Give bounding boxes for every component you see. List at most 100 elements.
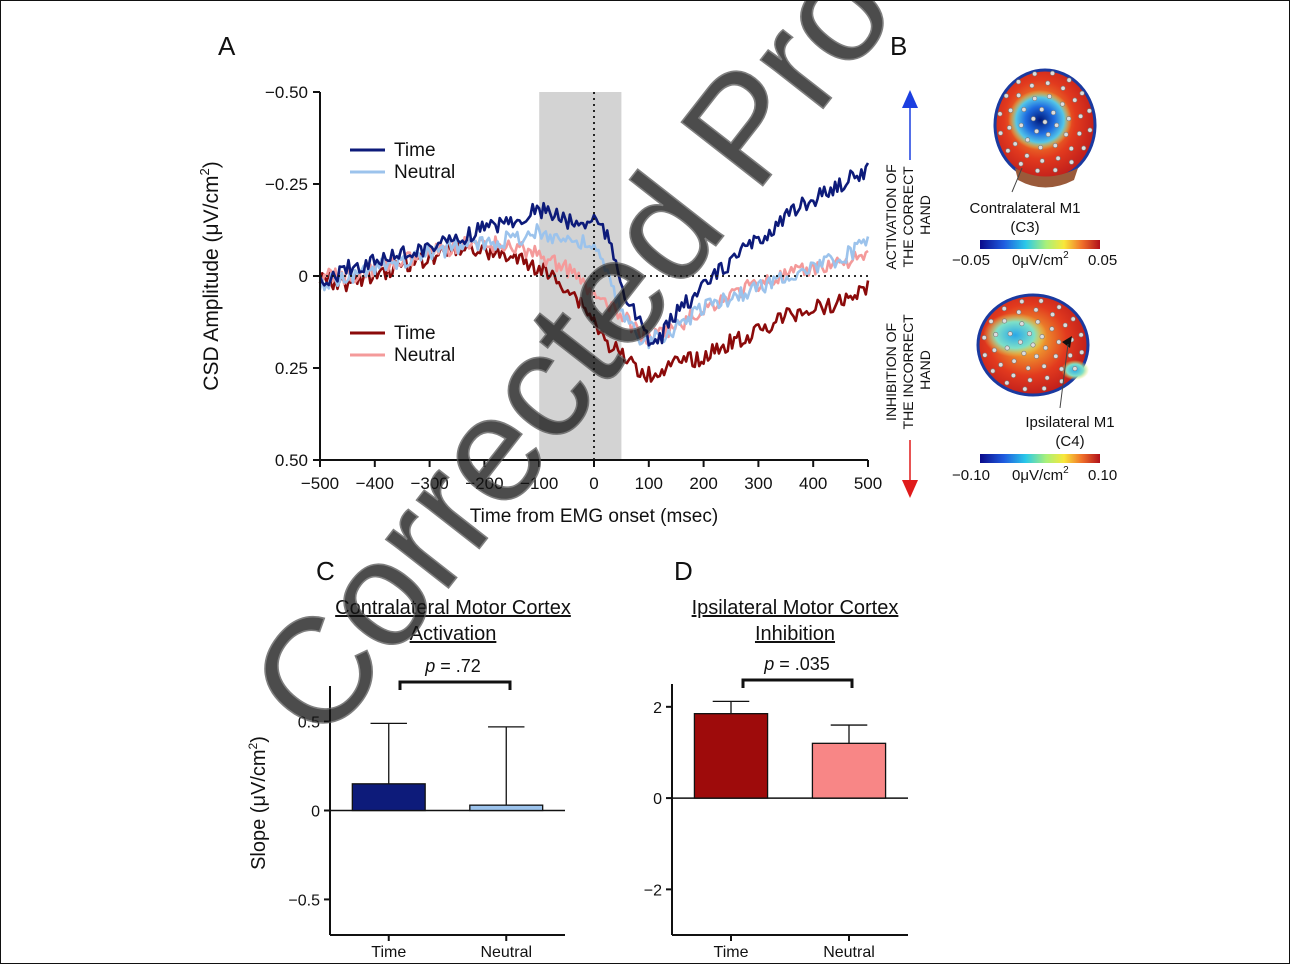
- electrode-dot: [1021, 107, 1027, 113]
- series-line-time-0: [318, 162, 870, 347]
- axes-ticks: −500 −400 −300 −200 −100 0 100 200 300 400 500 −0.5…: [265, 83, 882, 493]
- colorbar-unit: 0μV/cm2: [1012, 250, 1069, 269]
- p-value-rest: = .035: [774, 654, 830, 674]
- panel-d-bar-chart: Ipsilateral Motor Cortex Inhibition p = …: [644, 597, 908, 961]
- scalp-blue-region: [1008, 90, 1072, 150]
- callout-line: [1011, 167, 1023, 193]
- electrode-dot: [1054, 122, 1060, 128]
- electrode-dot: [1050, 110, 1056, 116]
- p-value-italic: p: [424, 656, 435, 676]
- colorbar-unit-sup: 2: [1063, 250, 1069, 261]
- electrode-dot: [1018, 122, 1024, 128]
- panel-b-topography: Contralateral M1 (C3) −0.05 0μV/cm2 0.05…: [952, 68, 1117, 484]
- callout-arrowhead: [1062, 336, 1072, 348]
- y-axis-label-sup: 2: [197, 168, 212, 175]
- electrode-dot: [1035, 168, 1041, 174]
- colorbar-contralateral: [980, 240, 1100, 249]
- arrow-up-head: [902, 90, 918, 108]
- electrode-dot: [991, 347, 997, 353]
- y-tick-label: −0.5: [288, 892, 320, 909]
- panel-a-line-chart: −500 −400 −300 −200 −100 0 100 200 300 400 500 −0.5…: [197, 83, 933, 527]
- electrode-dot: [1016, 309, 1022, 315]
- side-label-line: ACTIVATION OF: [883, 164, 899, 269]
- arrow-down-head: [902, 480, 918, 498]
- colorbar-min: −0.05: [952, 252, 990, 269]
- electrode-dot: [1033, 307, 1039, 313]
- x-tick-label: −200: [465, 474, 503, 493]
- bar-neutral: [469, 804, 544, 812]
- electrode-dot: [1059, 101, 1065, 107]
- chart-title-line2: Activation: [410, 623, 497, 645]
- x-tick-label: Time: [714, 944, 749, 961]
- side-label-line: THE INCORRECT: [900, 314, 916, 430]
- p-value-label: p = .035: [763, 654, 830, 674]
- p-value-italic: p: [763, 654, 774, 674]
- side-label-inhibition: INHIBITION OF THE INCORRECT HAND: [883, 311, 933, 430]
- electrode-dot: [1062, 322, 1068, 328]
- electrode-dot: [1050, 312, 1056, 318]
- map-label-contralateral: Contralateral M1: [970, 200, 1081, 217]
- legend-bottom: Time Neutral: [350, 323, 455, 366]
- electrode-dot: [1006, 125, 1012, 131]
- electrode-dot: [1034, 128, 1040, 134]
- electrode-dot: [1025, 365, 1031, 371]
- electrode-dot: [1044, 375, 1050, 381]
- electrode-dot: [1022, 386, 1028, 392]
- electrode-dot: [1024, 153, 1030, 159]
- x-tick-label: 400: [799, 474, 827, 493]
- colorbar-unit-sup: 2: [1063, 465, 1069, 476]
- electrode-dot: [1052, 167, 1058, 173]
- y-axis-label-sup: 2: [246, 742, 260, 749]
- legend-label: Neutral: [394, 162, 455, 183]
- electrode-dot: [982, 352, 988, 358]
- x-tick-label: −400: [356, 474, 394, 493]
- bar-group: −0.5 0 0.5 Time Neutral: [288, 686, 565, 961]
- electrode-dot: [1053, 353, 1059, 359]
- colorbar-ipsilateral: [980, 454, 1100, 463]
- electrode-dot: [993, 332, 999, 338]
- electrode-dot: [1081, 145, 1087, 151]
- electrode-dot: [1018, 161, 1024, 167]
- colorbar-max: 0.10: [1088, 467, 1117, 484]
- electrode-dot: [1072, 366, 1078, 372]
- x-tick-label: 0: [589, 474, 598, 493]
- electrode-dot: [1068, 146, 1074, 152]
- electrode-dot: [1087, 127, 1093, 133]
- electrode-dot: [1063, 131, 1069, 137]
- x-tick-label: −100: [520, 474, 558, 493]
- y-axis-label-tail: ): [200, 161, 223, 168]
- electrode-dot: [1015, 79, 1021, 85]
- electrode-dot: [998, 362, 1004, 368]
- electrode-dot: [1016, 92, 1022, 98]
- electrode-dot: [1008, 107, 1014, 113]
- map-label-c3: (C3): [1010, 219, 1039, 236]
- map-label-ipsilateral: Ipsilateral M1: [1025, 414, 1114, 431]
- electrode-dot: [1012, 141, 1018, 147]
- electrode-dot: [1004, 345, 1010, 351]
- panel-letter-a: A: [218, 31, 236, 61]
- electrode-dot: [1038, 298, 1044, 304]
- electrode-dot: [1038, 145, 1044, 151]
- y-tick-label: 2: [653, 700, 662, 717]
- electrode-dot: [1046, 93, 1052, 99]
- electrode-dot: [1032, 71, 1038, 77]
- colorbar-unit: 0μV/cm2: [1012, 465, 1069, 484]
- electrode-dots: [997, 70, 1093, 174]
- legend-label: Time: [394, 140, 436, 161]
- electrode-dot: [1069, 159, 1075, 165]
- bar-group: −2 0 2 Time Neutral: [644, 684, 908, 961]
- electrode-dot: [1056, 304, 1062, 310]
- scalp-map-contralateral: [993, 68, 1097, 193]
- p-value-label: p = .72: [424, 656, 481, 676]
- electrode-dot: [1056, 339, 1062, 345]
- colorbar-unit-main: 0μV/cm: [1012, 467, 1063, 484]
- electrode-dot: [1067, 352, 1073, 358]
- x-tick-label: 100: [635, 474, 663, 493]
- y-tick-label: −0.25: [265, 175, 308, 194]
- electrode-dot: [1011, 358, 1017, 364]
- scalp-neck: [1015, 168, 1078, 188]
- x-axis-label: Time from EMG onset (msec): [470, 506, 718, 527]
- electrode-dot: [1078, 332, 1084, 338]
- y-tick-label: −0.50: [265, 83, 308, 102]
- electrode-dot: [1078, 113, 1084, 119]
